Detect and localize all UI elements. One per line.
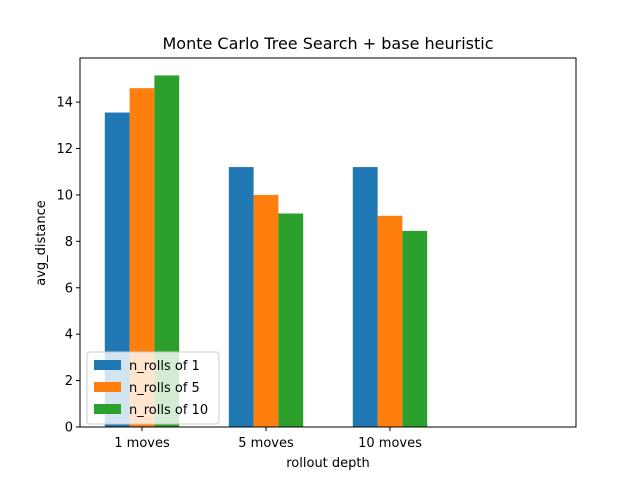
legend-swatch: [94, 382, 121, 392]
bar-1-3: [352, 167, 378, 427]
y-tick-label: 4: [65, 328, 73, 343]
legend-label: n_rolls of 5: [129, 381, 200, 396]
chart-title: Monte Carlo Tree Search + base heuristic: [162, 34, 493, 53]
legend-label: n_rolls of 1: [129, 359, 200, 374]
y-axis-ticks: 0 2 4 6 8 10 12 14: [56, 96, 80, 436]
plot-frame: [79, 57, 577, 428]
legend-label: n_rolls of 10: [129, 403, 208, 418]
bar-2-3: [377, 215, 403, 427]
y-axis-label: avg_distance: [34, 200, 49, 286]
x-tick-label: 5 moves: [238, 436, 294, 451]
legend-swatch: [94, 360, 121, 370]
x-axis-ticks: 1 moves 5 moves 10 moves: [114, 427, 422, 451]
bar-2-2: [253, 194, 279, 427]
legend: n_rolls of 1 n_rolls of 5 n_rolls of 10: [86, 351, 220, 425]
y-tick-label: 10: [56, 188, 73, 203]
x-axis-label: rollout depth: [286, 456, 370, 471]
y-tick-label: 12: [56, 142, 73, 157]
y-tick-label: 14: [56, 96, 73, 111]
y-tick-label: 6: [65, 281, 73, 296]
y-tick-label: 8: [65, 235, 73, 250]
bar-3-2: [278, 213, 304, 427]
y-tick-label: 2: [65, 374, 73, 389]
x-tick-label: 10 moves: [358, 436, 422, 451]
bar-1-2: [228, 167, 254, 427]
y-tick-label: 0: [65, 421, 73, 436]
legend-swatch: [94, 404, 121, 414]
x-tick-label: 1 moves: [114, 436, 170, 451]
bar-3-3: [402, 230, 428, 427]
